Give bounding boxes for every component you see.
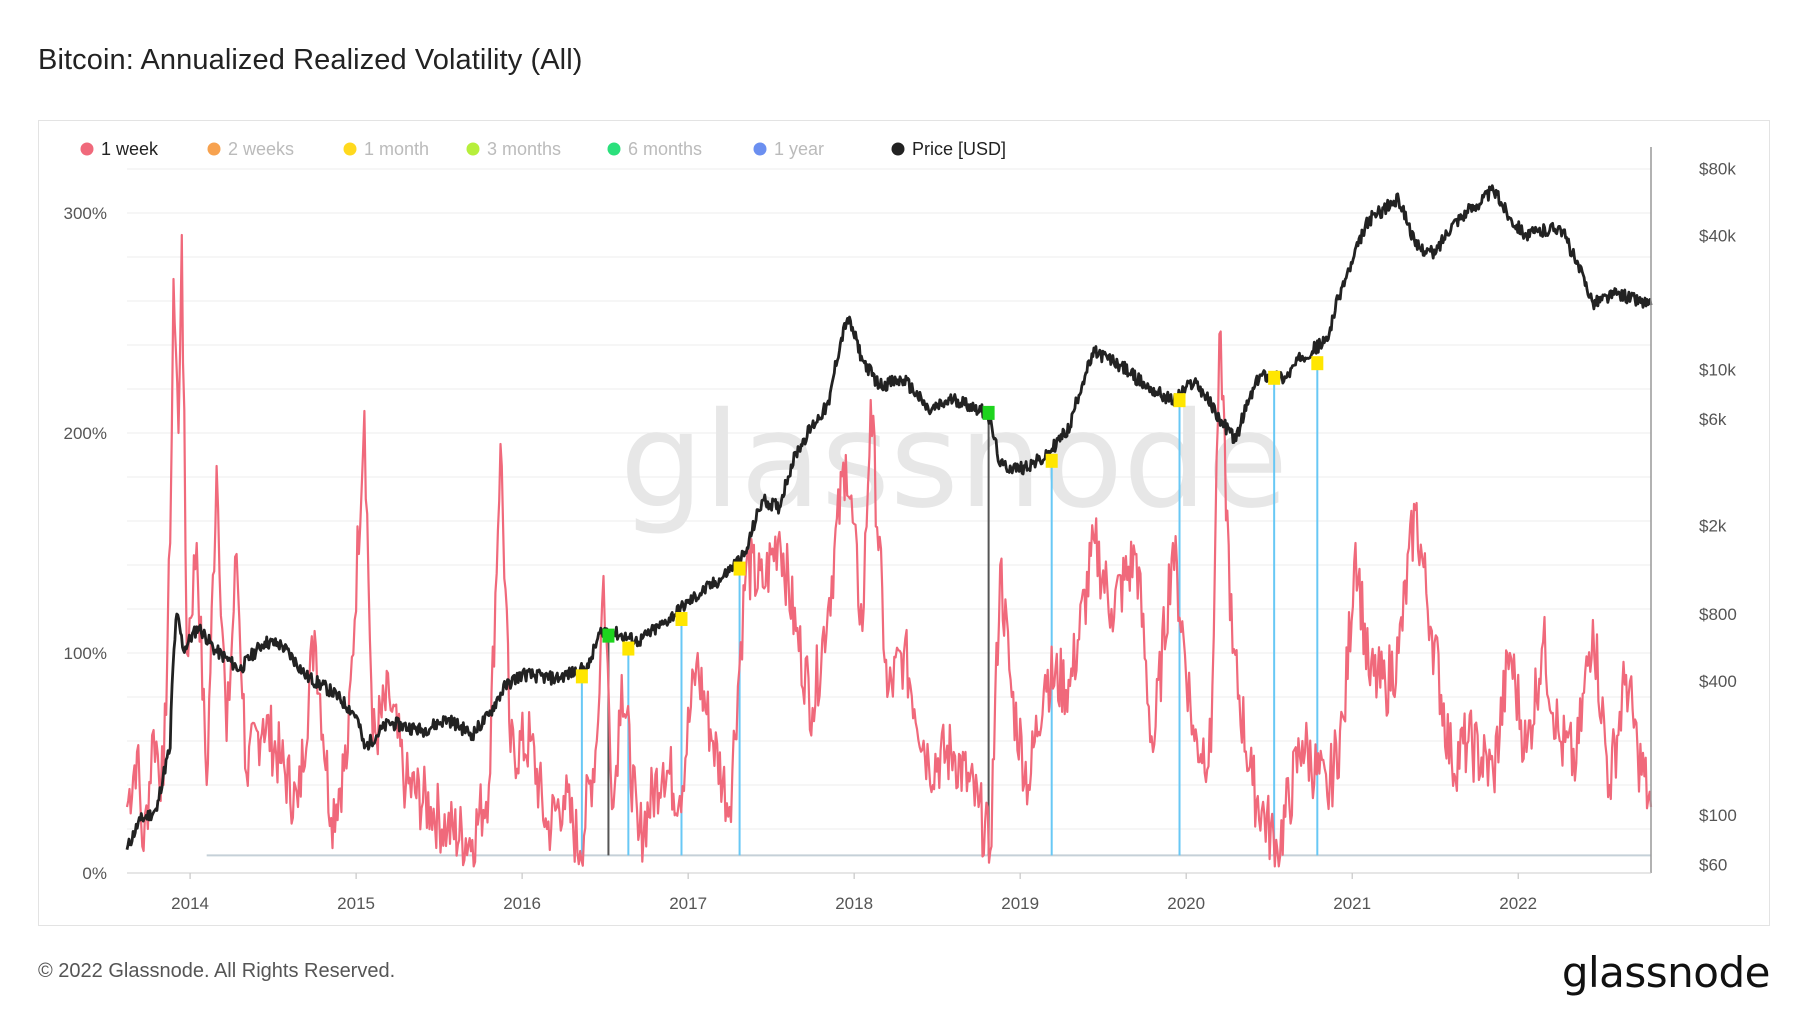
signal-marker [575, 669, 588, 684]
legend-label: 3 months [487, 139, 561, 159]
y-right-tick-label: $800 [1699, 605, 1737, 624]
y-axis-right: $60 $100 $400 $800 $2k $6k $10k $40k $80k [1699, 160, 1737, 875]
page-title: Bitcoin: Annualized Realized Volatility … [38, 44, 583, 76]
signal-marker [622, 641, 635, 656]
y-right-tick-label: $60 [1699, 856, 1727, 875]
y-left-tick-label: 0% [82, 864, 107, 883]
legend-label: 1 week [101, 139, 159, 159]
legend-label: 1 month [364, 139, 429, 159]
x-tick-label: 2021 [1333, 894, 1371, 913]
legend-swatch [607, 142, 621, 156]
y-left-tick-label: 200% [64, 424, 107, 443]
y-right-tick-label: $40k [1699, 227, 1736, 246]
y-left-tick-label: 300% [64, 204, 107, 223]
watermark-text: glassnode [620, 384, 1288, 538]
x-tick-label: 2014 [171, 894, 209, 913]
legend-swatch [207, 142, 221, 156]
x-tick-label: 2019 [1001, 894, 1039, 913]
signal-markers [575, 356, 1324, 684]
glassnode-logo[interactable]: glassnode [1561, 948, 1771, 997]
signal-marker [1311, 356, 1324, 371]
x-tick-label: 2020 [1167, 894, 1205, 913]
y-right-tick-label: $6k [1699, 410, 1727, 429]
legend-label: 2 weeks [228, 139, 294, 159]
legend-swatch [891, 142, 905, 156]
legend-swatch [753, 142, 767, 156]
y-right-tick-label: $80k [1699, 160, 1736, 179]
legend-swatch [466, 142, 480, 156]
signal-marker [1268, 370, 1281, 385]
x-tick-label: 2018 [835, 894, 873, 913]
legend-swatch [80, 142, 94, 156]
y-right-tick-label: $100 [1699, 806, 1737, 825]
signal-marker [982, 405, 995, 420]
x-tick-label: 2022 [1499, 894, 1537, 913]
x-axis: 2014 2015 2016 2017 2018 2019 2020 2021 2022 [171, 873, 1537, 913]
x-tick-label: 2016 [503, 894, 541, 913]
legend-label: Price [USD] [912, 139, 1006, 159]
series-line-1-week [125, 233, 1653, 868]
series-line-price [125, 184, 1653, 850]
y-axis-left: 0% 100% 200% 300% [64, 204, 107, 883]
signal-marker [1045, 453, 1058, 468]
volatility-chart: glassnode 1 week 2 weeks 1 month 3 months 6 … [64, 139, 1737, 913]
signal-marker [1173, 393, 1186, 408]
y-right-tick-label: $10k [1699, 361, 1736, 380]
legend-swatch [343, 142, 357, 156]
legend-label: 6 months [628, 139, 702, 159]
legend-label: 1 year [774, 139, 824, 159]
legend: 1 week 2 weeks 1 month 3 months 6 months 1 ye… [80, 139, 1006, 159]
chart-frame: glassnode 1 week 2 weeks 1 month 3 months 6 … [38, 120, 1770, 926]
x-tick-label: 2015 [337, 894, 375, 913]
copyright-text: © 2022 Glassnode. All Rights Reserved. [38, 960, 396, 982]
signal-marker [675, 611, 688, 626]
y-right-tick-label: $2k [1699, 516, 1727, 535]
signal-marker [602, 628, 615, 643]
y-left-tick-label: 100% [64, 644, 107, 663]
signal-marker [733, 561, 746, 576]
x-tick-label: 2017 [669, 894, 707, 913]
grid-lines [127, 168, 1651, 874]
y-right-tick-label: $400 [1699, 672, 1737, 691]
